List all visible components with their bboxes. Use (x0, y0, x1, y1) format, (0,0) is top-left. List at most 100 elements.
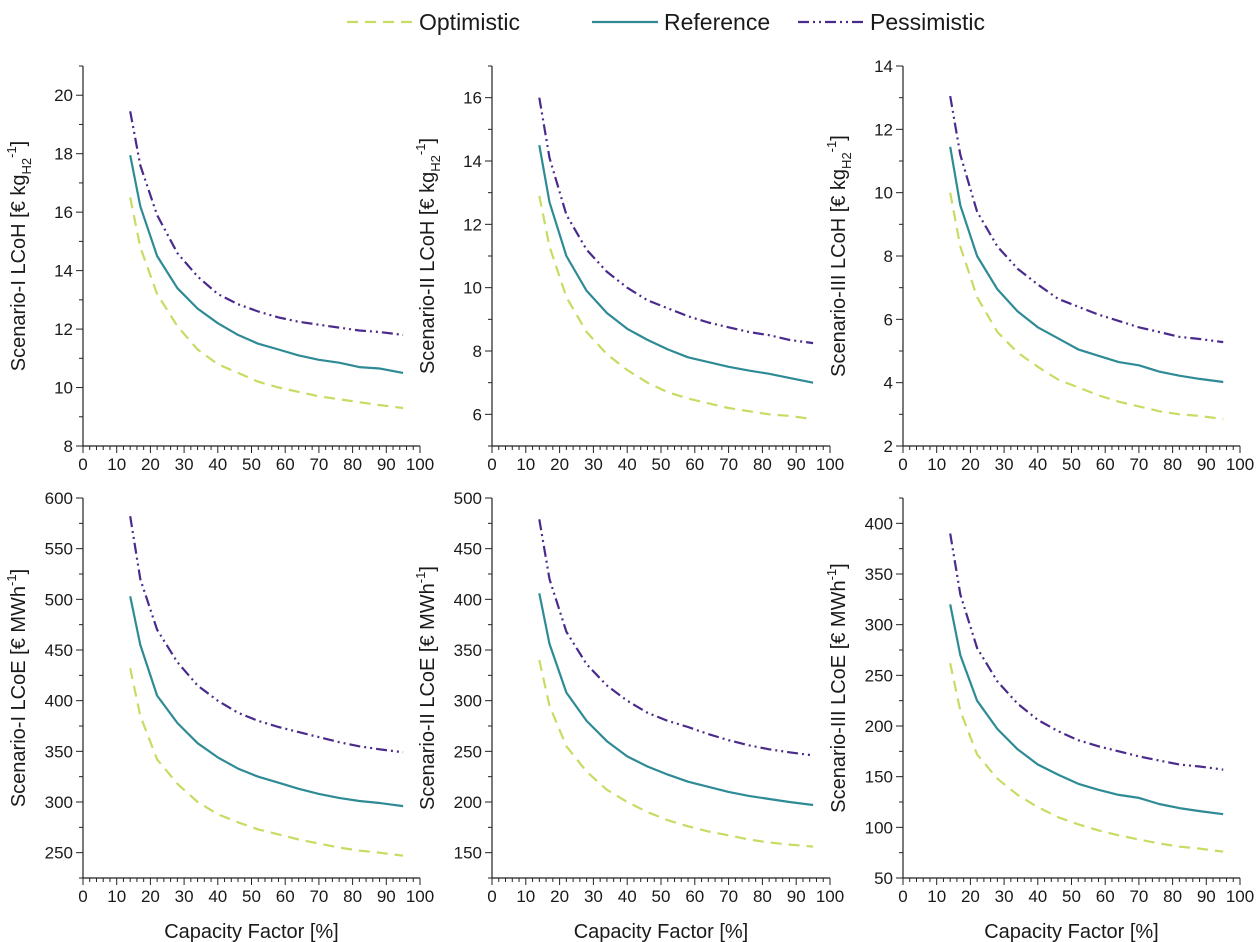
x-tick-label: 10 (516, 455, 535, 474)
chart-legend: Optimistic Reference Pessimistic (347, 9, 985, 35)
y-tick-label: 350 (454, 641, 482, 660)
x-tick-label: 30 (584, 887, 603, 906)
y-tick-label: 450 (454, 540, 482, 559)
y-axis-title-main: Scenario-II LCoH [€ kg (417, 172, 439, 374)
y-axis-title: Scenario-II LCoH [€ kgH2-1] (413, 138, 443, 374)
y-tick-label: 600 (45, 489, 73, 508)
x-tick-label: 30 (175, 455, 194, 474)
y-tick-label: 14 (874, 57, 893, 76)
y-tick-label: 8 (64, 437, 73, 456)
y-axis-title-sup: -1 (4, 146, 19, 158)
legend-item-reference: Reference (592, 9, 770, 35)
x-tick-label: 0 (78, 887, 87, 906)
y-axis-title-main: Scenario-I LCoE [€ MWh (8, 586, 30, 807)
x-tick-label: 80 (343, 455, 362, 474)
x-tick-label: 60 (1096, 887, 1115, 906)
x-tick-label: 0 (898, 887, 907, 906)
series-line-pessimistic (129, 111, 404, 336)
y-axis-title-close: ] (828, 563, 850, 569)
x-tick-label: 0 (898, 455, 907, 474)
chart-panel-4: 0 10 20 30 40 50 60 70 80 90 100 250 300 350 400 450 500… (4, 489, 434, 942)
x-tick-label: 100 (816, 455, 844, 474)
legend-label-pessimistic: Pessimistic (870, 9, 985, 35)
y-tick-label: 250 (454, 742, 482, 761)
x-tick-label: 0 (487, 887, 496, 906)
x-tick-label: 80 (1163, 887, 1182, 906)
y-axis-title-close: ] (8, 569, 30, 575)
y-axis-title: Scenario-I LCoH [€ kgH2-1] (4, 141, 34, 372)
x-tick-label: 90 (1197, 887, 1216, 906)
x-tick-label: 70 (1129, 887, 1148, 906)
x-axis-title: Capacity Factor [%] (164, 921, 339, 942)
x-tick-label: 40 (208, 887, 227, 906)
x-tick-label: 100 (406, 887, 434, 906)
x-tick-label: 60 (1096, 455, 1115, 474)
x-tick-label: 70 (309, 887, 328, 906)
series-line-reference (538, 593, 814, 807)
series-line-optimistic (949, 192, 1224, 421)
y-tick-label: 100 (865, 818, 893, 837)
x-tick-label: 20 (141, 887, 160, 906)
series-line-optimistic (129, 667, 404, 857)
y-tick-label: 14 (54, 262, 73, 281)
y-tick-label: 200 (454, 793, 482, 812)
y-tick-label: 300 (45, 793, 73, 812)
y-tick-label: 300 (454, 692, 482, 711)
y-axis-title-close: ] (417, 138, 439, 144)
x-tick-label: 10 (107, 455, 126, 474)
y-tick-label: 200 (865, 717, 893, 736)
x-tick-label: 40 (618, 455, 637, 474)
y-tick-label: 8 (473, 342, 482, 361)
x-tick-label: 20 (961, 887, 980, 906)
x-tick-label: 10 (927, 455, 946, 474)
chart-panel-5: 0 10 20 30 40 50 60 70 80 90 100 150 200 250 300 350 400… (413, 489, 844, 942)
x-tick-label: 10 (107, 887, 126, 906)
x-tick-label: 10 (927, 887, 946, 906)
x-tick-label: 70 (719, 455, 738, 474)
x-tick-label: 40 (1028, 455, 1047, 474)
y-tick-label: 10 (54, 379, 73, 398)
x-axis-title: Capacity Factor [%] (984, 921, 1159, 942)
y-tick-label: 6 (884, 310, 893, 329)
x-tick-label: 30 (584, 455, 603, 474)
y-tick-label: 16 (463, 89, 482, 108)
y-axis-title: Scenario-III LCoE [€ MWh-1] (824, 563, 850, 812)
y-tick-label: 550 (45, 540, 73, 559)
y-axis-title-sub: H2 (839, 152, 854, 169)
y-axis-title-sup: -1 (413, 572, 428, 584)
y-tick-label: 150 (865, 768, 893, 787)
y-tick-label: 2 (884, 437, 893, 456)
x-tick-label: 0 (487, 455, 496, 474)
x-tick-label: 50 (242, 455, 261, 474)
series-line-pessimistic (538, 97, 814, 345)
series-line-pessimistic (949, 533, 1224, 771)
x-tick-label: 80 (753, 887, 772, 906)
x-tick-label: 60 (276, 887, 295, 906)
y-tick-label: 400 (454, 590, 482, 609)
series-line-reference (538, 145, 814, 384)
y-tick-label: 4 (884, 374, 893, 393)
series-line-pessimistic (129, 516, 404, 754)
y-tick-label: 16 (54, 203, 73, 222)
y-axis-title-sup: -1 (413, 144, 428, 156)
legend-item-optimistic: Optimistic (347, 9, 520, 35)
x-tick-label: 30 (995, 887, 1014, 906)
y-tick-label: 250 (865, 666, 893, 685)
x-tick-label: 60 (685, 887, 704, 906)
series-line-optimistic (538, 659, 814, 848)
chart-panel-2: 0 10 20 30 40 50 60 70 80 90 100 6 8 10 12 14 16 Scenario… (413, 65, 844, 474)
series-line-pessimistic (538, 519, 814, 757)
x-tick-label: 60 (276, 455, 295, 474)
y-axis-title-close: ] (417, 566, 439, 572)
x-tick-label: 80 (343, 887, 362, 906)
y-tick-label: 10 (874, 184, 893, 203)
x-tick-label: 50 (1062, 455, 1081, 474)
x-tick-label: 70 (309, 455, 328, 474)
chart-panel-6: 0 10 20 30 40 50 60 70 80 90 100 50 100 150 200 250 300 3… (824, 497, 1254, 942)
y-axis-title: Scenario-I LCoE [€ MWh-1] (4, 569, 30, 807)
x-axis-title: Capacity Factor [%] (574, 921, 749, 942)
x-tick-label: 20 (550, 455, 569, 474)
x-tick-label: 90 (1197, 455, 1216, 474)
series-line-optimistic (538, 195, 814, 421)
